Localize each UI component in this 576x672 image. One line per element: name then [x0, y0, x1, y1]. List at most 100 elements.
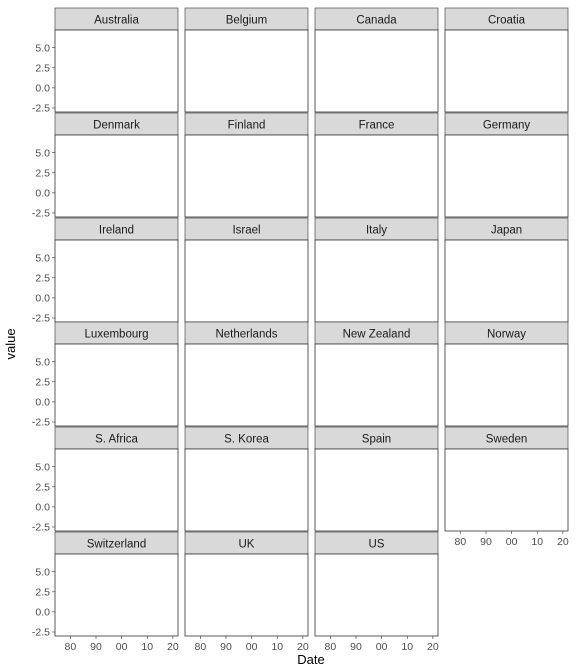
facet-norway: Norway: [444, 321, 569, 427]
facet-luxembourg: Luxembourg -2.5 0.0 2.5 5.0: [32, 321, 179, 429]
panel-border: [54, 343, 179, 427]
x-tick-label: 80: [65, 641, 77, 653]
facet-title: S. Africa: [95, 434, 138, 446]
panel-border: [184, 239, 309, 323]
panel-border: [314, 448, 439, 532]
panel-border: [184, 134, 309, 218]
x-tick-label: 80: [195, 641, 207, 653]
x-tick-label: 20: [427, 641, 439, 653]
x-tick-label: 90: [480, 536, 492, 548]
panel-border: [444, 29, 569, 113]
y-tick-label: 5.0: [35, 252, 50, 264]
facet-title: Norway: [487, 329, 526, 341]
facet-israel: Israel: [184, 217, 309, 323]
x-axis-title: Date: [297, 652, 324, 667]
x-tick-label: 20: [557, 536, 569, 548]
y-tick-label: -2.5: [32, 208, 50, 220]
facet-title: US: [369, 539, 385, 551]
facet-switzerland: Switzerland -2.5 0.0 2.5 5.0 80 90 00 10 20: [32, 531, 179, 653]
x-tick-label: 10: [271, 641, 283, 653]
panel-border: [54, 553, 179, 637]
facet-title: Israel: [232, 225, 260, 237]
panel-border: [314, 553, 439, 637]
facet-title: Canada: [356, 15, 397, 27]
facet-title: Italy: [366, 225, 387, 237]
y-tick-label: 5.0: [35, 147, 50, 159]
panel-border: [444, 134, 569, 218]
y-tick-label: 5.0: [35, 461, 50, 473]
facet-new-zealand: New Zealand: [314, 321, 439, 427]
x-tick-label: 00: [116, 641, 128, 653]
facet-title: Netherlands: [215, 329, 277, 341]
y-tick-label: 0.0: [35, 82, 50, 94]
x-tick-label: 80: [455, 536, 467, 548]
facet-title: Germany: [483, 120, 531, 132]
x-tick-label: 10: [141, 641, 153, 653]
facet-france: France: [314, 112, 439, 218]
facet-title: Japan: [491, 225, 522, 237]
x-tick-label: 20: [297, 641, 309, 653]
facet-s-korea: S. Korea: [184, 426, 309, 532]
facet-title: New Zealand: [343, 329, 411, 341]
facet-croatia: Croatia: [444, 7, 569, 113]
x-tick-label: 10: [531, 536, 543, 548]
facet-italy: Italy: [314, 217, 439, 323]
y-tick-label: 5.0: [35, 566, 50, 578]
facet-title: Luxembourg: [85, 329, 149, 341]
panel-border: [184, 553, 309, 637]
x-tick-label: 90: [90, 641, 102, 653]
facet-canada: Canada: [314, 7, 439, 113]
facet-title: Denmark: [93, 120, 140, 132]
facet-japan: Japan: [444, 217, 569, 323]
y-axis-title: value: [3, 328, 18, 359]
facet-title: Finland: [228, 120, 266, 132]
x-tick-label: 80: [325, 641, 337, 653]
y-tick-label: 2.5: [35, 481, 50, 493]
facet-title: Sweden: [486, 434, 528, 446]
facet-title: Croatia: [488, 15, 526, 27]
y-tick-label: 0.0: [35, 187, 50, 199]
panel-border: [54, 239, 179, 323]
facet-title: Spain: [362, 434, 391, 446]
facet-sweden: Sweden 80 90 00 10 20: [444, 426, 569, 548]
facet-title: Switzerland: [87, 539, 146, 551]
panel-border: [184, 448, 309, 532]
facet-finland: Finland: [184, 112, 309, 218]
panel-border: [314, 134, 439, 218]
facet-germany: Germany: [444, 112, 569, 218]
panel-border: [54, 448, 179, 532]
facet-belgium: Belgium: [184, 7, 309, 113]
panel-border: [184, 29, 309, 113]
facet-netherlands: Netherlands: [184, 321, 309, 427]
y-tick-label: 2.5: [35, 586, 50, 598]
x-tick-label: 90: [220, 641, 232, 653]
panel-border: [314, 343, 439, 427]
facet-title: Belgium: [226, 15, 268, 27]
facet-australia: Australia -2.5 0.0 2.5 5.0: [32, 7, 179, 115]
y-tick-label: 2.5: [35, 62, 50, 74]
facet-panels: Australia -2.5 0.0 2.5 5.0 Belgium Canada Croat…: [32, 7, 569, 653]
panel-border: [314, 29, 439, 113]
y-tick-label: 0.0: [35, 501, 50, 513]
panel-border: [444, 343, 569, 427]
y-tick-label: 2.5: [35, 376, 50, 388]
facet-us: US 80 90 00 10 20: [314, 531, 439, 653]
facet-title: Australia: [94, 15, 139, 27]
x-tick-label: 00: [506, 536, 518, 548]
panel-border: [54, 29, 179, 113]
y-tick-label: -2.5: [32, 417, 50, 429]
facet-denmark: Denmark -2.5 0.0 2.5 5.0: [32, 112, 179, 220]
panel-border: [184, 343, 309, 427]
y-tick-label: 2.5: [35, 272, 50, 284]
facet-ireland: Ireland -2.5 0.0 2.5 5.0: [32, 217, 179, 325]
y-tick-label: 0.0: [35, 292, 50, 304]
y-tick-label: 5.0: [35, 356, 50, 368]
y-tick-label: -2.5: [32, 313, 50, 325]
panel-border: [54, 134, 179, 218]
y-tick-label: 5.0: [35, 42, 50, 54]
x-tick-label: 00: [246, 641, 258, 653]
facet-title: S. Korea: [224, 434, 269, 446]
facet-s-africa: S. Africa -2.5 0.0 2.5 5.0: [32, 426, 179, 534]
panel-border: [314, 239, 439, 323]
y-tick-label: 0.0: [35, 396, 50, 408]
